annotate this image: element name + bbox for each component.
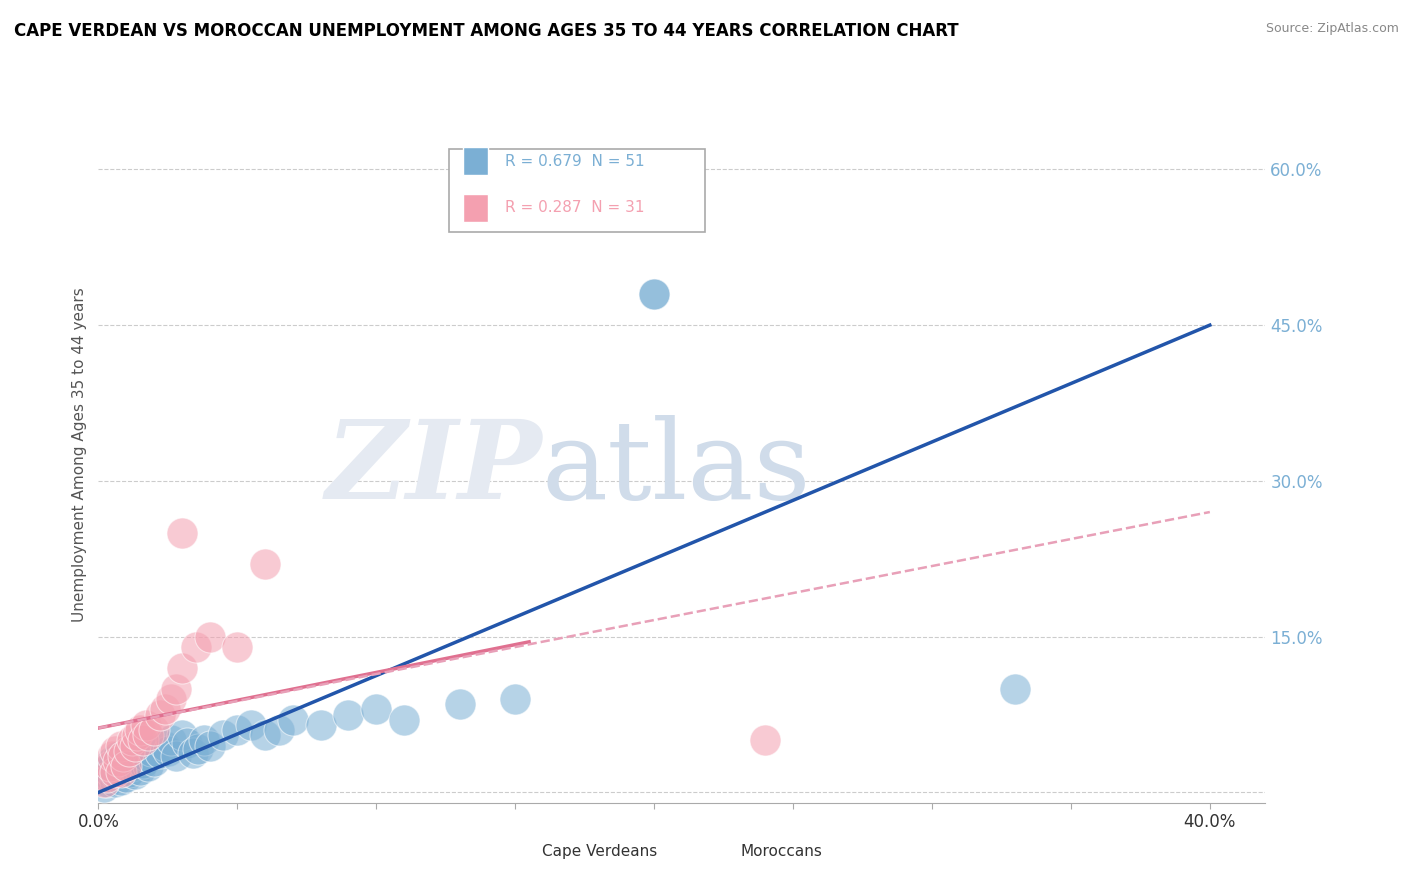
Point	[254, 557, 277, 571]
Point	[124, 739, 146, 753]
Y-axis label: Unemployment Among Ages 35 to 44 years: Unemployment Among Ages 35 to 44 years	[72, 287, 87, 623]
Point	[267, 723, 290, 738]
Point	[98, 759, 121, 773]
Point	[170, 728, 193, 742]
Point	[165, 681, 187, 696]
Point	[148, 746, 170, 760]
Point	[226, 723, 249, 738]
Point	[281, 713, 304, 727]
Point	[124, 766, 146, 780]
Point	[187, 741, 209, 756]
Point	[156, 744, 179, 758]
Point	[104, 744, 127, 758]
Point	[107, 759, 129, 773]
Point	[112, 754, 135, 768]
Point	[107, 754, 129, 768]
Point	[1004, 681, 1026, 696]
Text: CAPE VERDEAN VS MOROCCAN UNEMPLOYMENT AMONG AGES 35 TO 44 YEARS CORRELATION CHAR: CAPE VERDEAN VS MOROCCAN UNEMPLOYMENT AM…	[14, 22, 959, 40]
Point	[93, 775, 115, 789]
Point	[254, 728, 277, 742]
Point	[138, 759, 160, 773]
Point	[503, 692, 526, 706]
Point	[115, 770, 138, 784]
Point	[226, 640, 249, 654]
Point	[184, 640, 207, 654]
Bar	[463, 194, 488, 222]
Bar	[513, 839, 534, 864]
Point	[143, 723, 166, 738]
Text: R = 0.287  N = 31: R = 0.287 N = 31	[505, 201, 644, 216]
Point	[118, 764, 141, 779]
Point	[121, 759, 143, 773]
Point	[129, 723, 152, 738]
Point	[135, 718, 157, 732]
Point	[153, 702, 176, 716]
Point	[132, 733, 155, 747]
Point	[138, 728, 160, 742]
Text: Moroccans: Moroccans	[741, 844, 823, 859]
Point	[309, 718, 332, 732]
Point	[141, 744, 163, 758]
Point	[198, 630, 221, 644]
Point	[212, 728, 235, 742]
Point	[170, 525, 193, 540]
Point	[110, 739, 132, 753]
Point	[153, 739, 176, 753]
Bar	[713, 839, 734, 864]
Point	[104, 766, 127, 780]
Point	[104, 775, 127, 789]
Bar	[463, 147, 488, 175]
Point	[110, 772, 132, 787]
Point	[176, 735, 198, 749]
Point	[643, 287, 665, 301]
Point	[104, 764, 127, 779]
Point	[148, 707, 170, 722]
Point	[107, 749, 129, 764]
Point	[101, 759, 124, 773]
Point	[127, 728, 149, 742]
Point	[98, 770, 121, 784]
Point	[93, 780, 115, 795]
Text: ZIP: ZIP	[325, 415, 541, 523]
Point	[135, 749, 157, 764]
Point	[96, 775, 118, 789]
Point	[132, 756, 155, 771]
Point	[366, 702, 388, 716]
Point	[127, 754, 149, 768]
Point	[193, 733, 215, 747]
Point	[165, 749, 187, 764]
Point	[118, 744, 141, 758]
Point	[96, 770, 118, 784]
Point	[754, 733, 776, 747]
Point	[121, 733, 143, 747]
Text: R = 0.679  N = 51: R = 0.679 N = 51	[505, 153, 644, 169]
Point	[159, 692, 181, 706]
Point	[98, 764, 121, 779]
Point	[101, 749, 124, 764]
Text: atlas: atlas	[541, 416, 811, 523]
Point	[449, 697, 471, 711]
Point	[170, 661, 193, 675]
Point	[392, 713, 415, 727]
Point	[110, 764, 132, 779]
Point	[198, 739, 221, 753]
Point	[115, 759, 138, 773]
Point	[240, 718, 263, 732]
Point	[159, 733, 181, 747]
Point	[143, 754, 166, 768]
Text: Cape Verdeans: Cape Verdeans	[541, 844, 657, 859]
Point	[115, 756, 138, 771]
Text: Source: ZipAtlas.com: Source: ZipAtlas.com	[1265, 22, 1399, 36]
Point	[337, 707, 360, 722]
Point	[101, 754, 124, 768]
Point	[112, 749, 135, 764]
Point	[129, 763, 152, 777]
FancyBboxPatch shape	[449, 149, 706, 232]
Point	[110, 763, 132, 777]
Point	[643, 287, 665, 301]
Point	[181, 746, 204, 760]
